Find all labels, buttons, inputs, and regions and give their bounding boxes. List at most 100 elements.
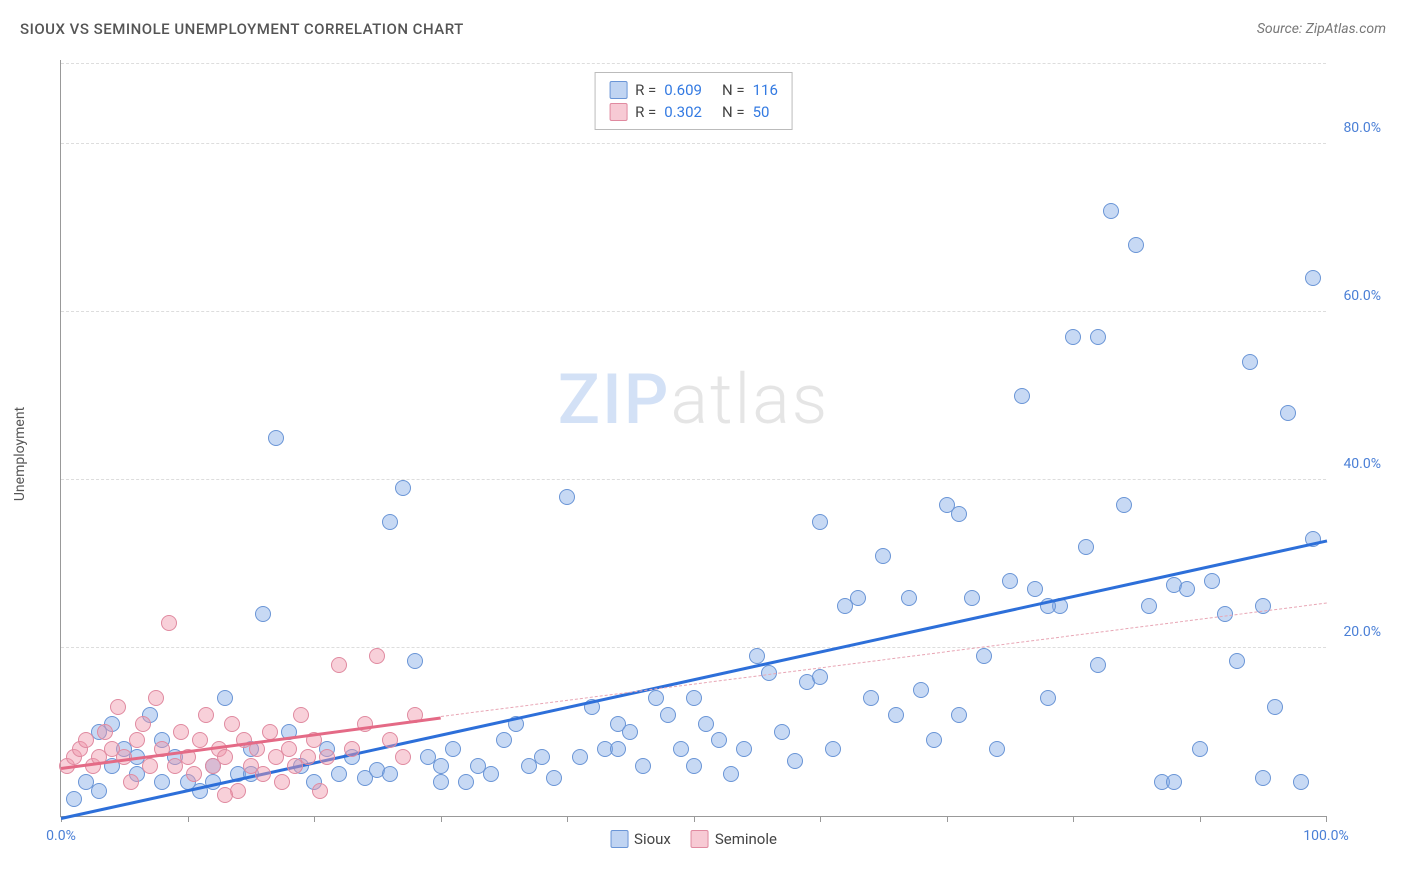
data-point bbox=[1090, 657, 1106, 673]
data-point bbox=[673, 741, 689, 757]
legend-item: Seminole bbox=[691, 830, 777, 848]
legend-series: Sioux Seminole bbox=[610, 830, 777, 848]
data-point bbox=[458, 774, 474, 790]
data-point bbox=[268, 430, 284, 446]
data-point bbox=[154, 774, 170, 790]
data-point bbox=[711, 732, 727, 748]
data-point bbox=[1040, 690, 1056, 706]
data-point bbox=[274, 774, 290, 790]
data-point bbox=[161, 615, 177, 631]
data-point bbox=[1305, 270, 1321, 286]
x-tick bbox=[1200, 816, 1201, 822]
data-point bbox=[224, 716, 240, 732]
data-point bbox=[1078, 539, 1094, 555]
data-point bbox=[1179, 581, 1195, 597]
data-point bbox=[78, 732, 94, 748]
data-point bbox=[723, 766, 739, 782]
data-point bbox=[572, 749, 588, 765]
data-point bbox=[1002, 573, 1018, 589]
data-point bbox=[433, 758, 449, 774]
legend-r-value: 0.609 bbox=[664, 81, 702, 99]
data-point bbox=[850, 590, 866, 606]
data-point bbox=[312, 783, 328, 799]
data-point bbox=[1204, 573, 1220, 589]
data-point bbox=[135, 716, 151, 732]
data-point bbox=[1116, 497, 1132, 513]
y-tick-label: 80.0% bbox=[1343, 120, 1381, 136]
x-tick bbox=[820, 816, 821, 822]
legend-correlation: R =0.609N =116R =0.302N =50 bbox=[594, 72, 793, 130]
data-point bbox=[863, 690, 879, 706]
data-point bbox=[186, 766, 202, 782]
data-point bbox=[660, 707, 676, 723]
legend-swatch bbox=[609, 81, 627, 99]
data-point bbox=[774, 724, 790, 740]
data-point bbox=[913, 682, 929, 698]
data-point bbox=[1014, 388, 1030, 404]
legend-n-label: N = bbox=[722, 103, 745, 121]
data-point bbox=[496, 732, 512, 748]
x-tick-label: 100.0% bbox=[1303, 828, 1348, 844]
chart-header: SIOUX VS SEMINOLE UNEMPLOYMENT CORRELATI… bbox=[20, 20, 1386, 38]
legend-swatch bbox=[610, 830, 628, 848]
data-point bbox=[319, 749, 335, 765]
x-tick bbox=[1073, 816, 1074, 822]
data-point bbox=[559, 489, 575, 505]
x-tick bbox=[1326, 816, 1327, 822]
x-tick bbox=[694, 816, 695, 822]
grid-line bbox=[61, 479, 1326, 480]
data-point bbox=[926, 732, 942, 748]
data-point bbox=[395, 480, 411, 496]
data-point bbox=[1192, 741, 1208, 757]
data-point bbox=[825, 741, 841, 757]
data-point bbox=[622, 724, 638, 740]
legend-n-label: N = bbox=[722, 81, 745, 99]
data-point bbox=[395, 749, 411, 765]
data-point bbox=[1229, 653, 1245, 669]
chart-title: SIOUX VS SEMINOLE UNEMPLOYMENT CORRELATI… bbox=[20, 20, 464, 38]
legend-swatch bbox=[691, 830, 709, 848]
x-tick bbox=[441, 816, 442, 822]
data-point bbox=[812, 514, 828, 530]
data-point bbox=[217, 749, 233, 765]
legend-n-value: 50 bbox=[753, 103, 770, 121]
data-point bbox=[1027, 581, 1043, 597]
x-tick-label: 0.0% bbox=[46, 828, 76, 844]
data-point bbox=[901, 590, 917, 606]
data-point bbox=[293, 707, 309, 723]
data-point bbox=[1293, 774, 1309, 790]
chart-source: Source: ZipAtlas.com bbox=[1257, 21, 1386, 37]
data-point bbox=[91, 783, 107, 799]
data-point bbox=[382, 514, 398, 530]
y-axis-label: Unemployment bbox=[12, 406, 28, 500]
watermark-zip: ZIP bbox=[558, 359, 671, 441]
x-tick bbox=[314, 816, 315, 822]
data-point bbox=[1103, 203, 1119, 219]
x-tick bbox=[188, 816, 189, 822]
legend-label: Sioux bbox=[634, 830, 671, 848]
legend-row: R =0.609N =116 bbox=[609, 79, 778, 101]
data-point bbox=[787, 753, 803, 769]
data-point bbox=[255, 766, 271, 782]
x-tick bbox=[947, 816, 948, 822]
data-point bbox=[1065, 329, 1081, 345]
data-point bbox=[331, 766, 347, 782]
data-point bbox=[648, 690, 664, 706]
watermark-atlas: atlas bbox=[670, 359, 829, 441]
data-point bbox=[812, 669, 828, 685]
data-point bbox=[534, 749, 550, 765]
grid-line bbox=[61, 143, 1326, 144]
data-point bbox=[344, 741, 360, 757]
data-point bbox=[407, 653, 423, 669]
legend-r-label: R = bbox=[635, 103, 656, 121]
grid-line bbox=[61, 63, 1326, 64]
legend-n-value: 116 bbox=[753, 81, 778, 99]
plot-area: ZIPatlas R =0.609N =116R =0.302N =50 Sio… bbox=[60, 60, 1326, 817]
legend-swatch bbox=[609, 103, 627, 121]
data-point bbox=[686, 690, 702, 706]
data-point bbox=[976, 648, 992, 664]
data-point bbox=[989, 741, 1005, 757]
data-point bbox=[173, 724, 189, 740]
data-point bbox=[255, 606, 271, 622]
data-point bbox=[1128, 237, 1144, 253]
